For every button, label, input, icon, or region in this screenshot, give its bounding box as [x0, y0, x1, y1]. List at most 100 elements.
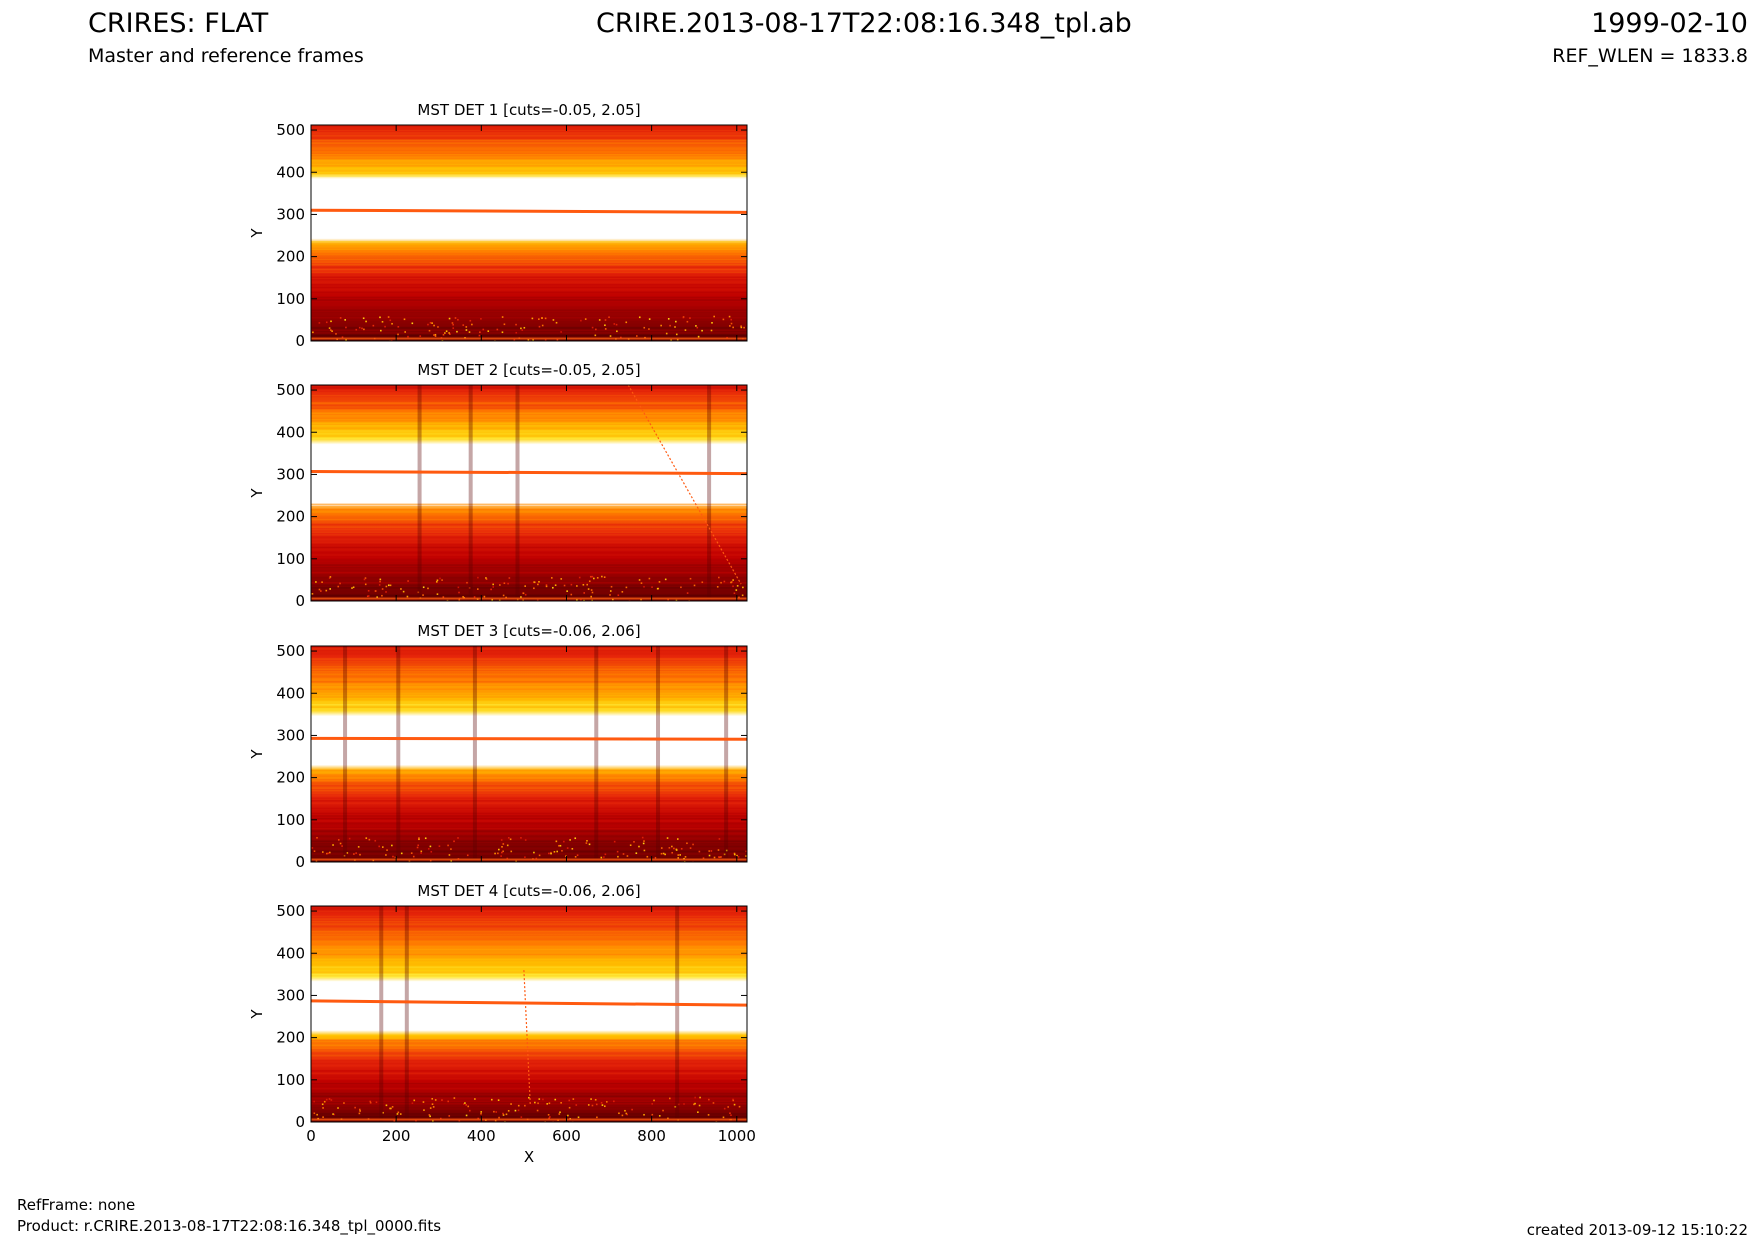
texture-stripe: [311, 296, 747, 299]
speckle: [385, 1104, 388, 1107]
speckle: [422, 586, 425, 589]
speckle: [385, 854, 387, 856]
speckle: [378, 584, 381, 586]
speckle: [675, 848, 678, 851]
speckle: [411, 1102, 414, 1105]
speckle: [322, 1107, 324, 1109]
speckle: [558, 1113, 561, 1115]
speckle: [686, 320, 689, 323]
speckle: [389, 1107, 391, 1110]
speckle: [708, 854, 711, 857]
texture-stripe: [311, 389, 747, 392]
speckle: [427, 323, 429, 326]
speckle: [376, 596, 378, 599]
speckle: [730, 1114, 732, 1116]
speckle: [480, 318, 482, 320]
speckle: [490, 1098, 493, 1101]
speckle: [635, 335, 638, 337]
speckle: [508, 577, 511, 579]
speckle: [358, 1112, 361, 1115]
speckle: [313, 1112, 316, 1115]
speckle: [368, 838, 371, 841]
detector-panel-4: MST DET 4 [cuts=-0.06, 2.06] 0 100 200 300 40…: [248, 882, 756, 1166]
texture-stripe: [311, 665, 747, 668]
speckle: [367, 595, 370, 597]
speckle: [458, 591, 460, 594]
speckle: [737, 856, 740, 858]
speckle: [365, 837, 368, 839]
texture-stripe: [311, 832, 747, 835]
texture-stripe: [311, 807, 747, 810]
speckle: [442, 333, 445, 336]
speckle: [453, 1097, 456, 1099]
speckle: [692, 843, 694, 846]
speckle: [745, 850, 747, 853]
texture-stripe: [311, 688, 747, 691]
speckle: [730, 322, 733, 325]
speckle: [643, 585, 645, 588]
texture-stripe: [311, 263, 747, 266]
speckle: [558, 844, 560, 847]
dark-column: [379, 906, 384, 1122]
texture-stripe: [311, 152, 747, 155]
texture-stripe: [311, 402, 747, 404]
speckle: [341, 845, 343, 847]
texture-stripe: [311, 407, 747, 409]
speckle: [509, 838, 512, 841]
speckle: [357, 846, 360, 848]
texture-stripe: [311, 284, 747, 286]
y-tick-label: 300: [276, 986, 305, 1004]
texture-stripe: [311, 928, 747, 930]
speckle: [528, 1096, 530, 1099]
speckle: [541, 324, 544, 327]
speckle: [683, 1103, 685, 1105]
speckle: [375, 1101, 378, 1104]
speckle: [712, 1102, 715, 1104]
texture-stripe: [311, 125, 747, 127]
speckle: [343, 1102, 345, 1104]
speckle: [552, 586, 554, 589]
speckle: [621, 1114, 624, 1117]
heatmap-image: [311, 385, 747, 601]
speckle: [616, 330, 618, 333]
speckle: [733, 852, 736, 855]
texture-stripe: [311, 658, 747, 660]
speckle: [433, 324, 435, 327]
speckle: [575, 1104, 578, 1106]
speckle: [428, 1114, 431, 1116]
texture-stripe: [311, 782, 747, 784]
speckle: [718, 576, 720, 579]
texture-stripe: [311, 961, 747, 963]
speckle: [675, 599, 678, 601]
speckle: [635, 852, 638, 855]
speckle: [745, 855, 747, 857]
speckle: [676, 338, 679, 341]
texture-stripe: [311, 817, 747, 820]
texture-stripe: [311, 845, 747, 848]
texture-stripe: [311, 853, 747, 855]
speckle: [536, 599, 539, 601]
speckle: [550, 852, 552, 855]
texture-stripe: [311, 261, 747, 263]
speckle: [653, 1099, 655, 1102]
texture-stripe: [311, 266, 747, 268]
texture-stripe: [311, 923, 747, 925]
texture-stripe: [311, 951, 747, 953]
speckle: [381, 588, 384, 590]
texture-stripe: [311, 571, 747, 574]
speckle: [407, 580, 409, 582]
texture-stripe: [311, 1103, 747, 1105]
speckle: [404, 331, 406, 333]
texture-stripe: [311, 855, 747, 858]
texture-stripe: [311, 1052, 747, 1054]
texture-stripe: [311, 1072, 747, 1075]
speckle: [537, 583, 539, 586]
heatmap-image: [311, 646, 747, 862]
speckle: [524, 856, 526, 858]
speckle: [522, 592, 525, 595]
speckle: [328, 327, 331, 329]
texture-stripe: [311, 1087, 747, 1090]
speckle: [533, 851, 535, 854]
texture-stripe: [311, 1059, 747, 1062]
speckle: [689, 317, 691, 319]
